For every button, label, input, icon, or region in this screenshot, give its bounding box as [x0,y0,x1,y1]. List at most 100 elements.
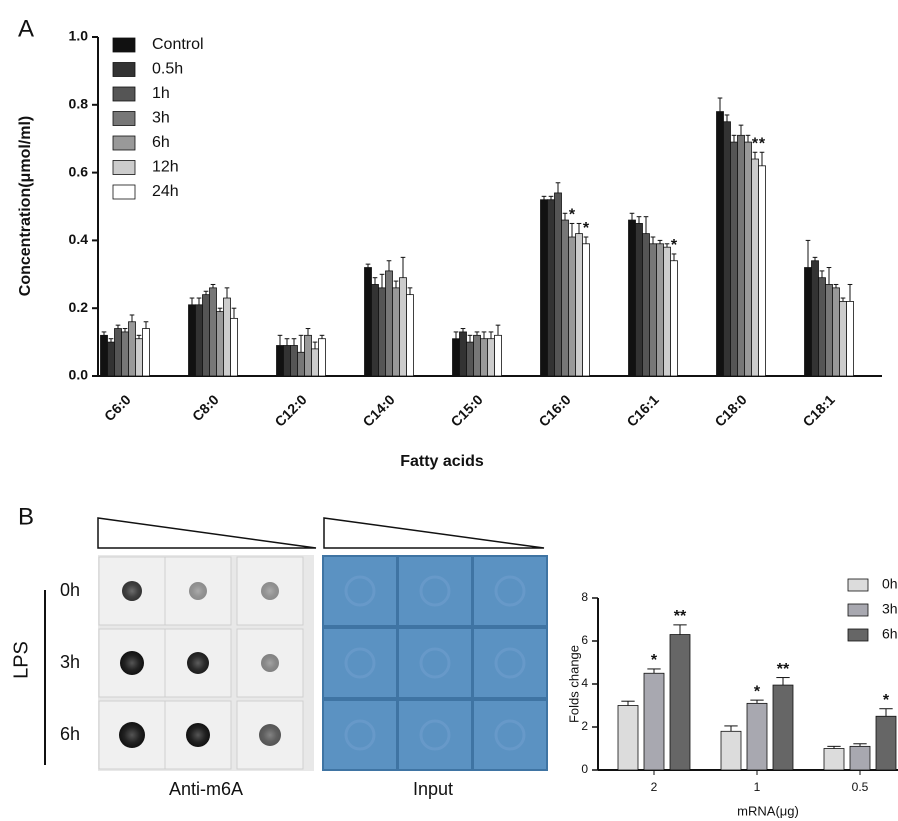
panel-label: A [18,15,34,42]
x-tick-label: C15:0 [447,391,485,429]
significance: * [671,237,678,254]
bar [291,345,298,376]
significance: * [569,207,576,224]
bar [115,329,122,376]
y-tick-label: 4 [581,676,588,690]
y-axis-title: Folds change [566,645,581,723]
bar [129,322,136,376]
y-tick-label: 6 [581,633,588,647]
x-tick-label: 1 [754,780,761,794]
bar [217,312,224,376]
legend-swatch [113,63,135,77]
bar [474,335,481,376]
bar [481,339,488,376]
y-tick-label: 0.6 [69,163,89,179]
bar [277,345,284,376]
y-axis-title: Concentration(μmol/ml) [17,116,34,296]
bar [583,244,590,376]
bar [664,247,671,376]
blot-caption: Input [413,779,453,799]
bar [365,268,372,376]
blot-row-label: 3h [60,652,80,672]
bar [731,142,738,376]
x-tick-label: C12:0 [271,391,309,429]
gradient-triangle [324,518,544,548]
bar [826,284,833,376]
x-tick-label: C8:0 [189,391,222,424]
blot-dot [120,651,144,675]
significance: * [883,692,890,709]
bar [400,278,407,376]
legend-label: 6h [152,134,170,151]
bar [636,223,643,376]
bar [657,244,664,376]
bar [495,335,502,376]
x-tick-label: C18:1 [799,391,837,429]
blot-dot [186,723,210,747]
bar [850,746,870,770]
bar [372,284,379,376]
bar [101,335,108,376]
bar [407,295,414,376]
legend-label: 6h [882,626,898,642]
bar [298,352,305,376]
legend-swatch [848,629,868,641]
bar [379,288,386,376]
x-tick-label: 0.5 [852,780,869,794]
legend-label: 0.5h [152,61,183,78]
x-tick-label: 2 [651,780,658,794]
blot-row-label: 6h [60,724,80,744]
significance: * [759,135,766,152]
bar [745,142,752,376]
y-tick-label: 8 [581,590,588,604]
legend-label: 0h [882,576,898,592]
bar [210,288,217,376]
x-tick-label: C6:0 [101,391,134,424]
bar [562,220,569,376]
bar [576,234,583,376]
significance: * [651,652,658,669]
bar [393,288,400,376]
bar [284,345,291,376]
legend-label: 24h [152,183,179,200]
bar [467,342,474,376]
legend-label: 1h [152,85,170,102]
legend-swatch [848,579,868,591]
y-tick-label: 1.0 [69,28,89,44]
y-tick-label: 0.8 [69,96,89,112]
x-tick-label: C16:0 [535,391,573,429]
legend-label: Control [152,36,204,53]
legend-swatch [113,136,135,150]
bar [569,237,576,376]
bar [670,635,690,770]
y-tick-label: 0.2 [69,299,89,315]
bar [136,339,143,376]
bar [721,731,741,770]
significance: * [754,683,761,700]
bar [122,332,129,376]
legend-swatch [113,112,135,126]
bar [548,200,555,376]
bar [224,298,231,376]
bar [805,268,812,376]
bar [840,301,847,376]
significance: * [583,220,590,237]
bar [773,685,793,770]
significance: * [752,135,759,152]
blot-image [322,555,548,771]
bar [643,234,650,376]
blot-dot [187,652,209,674]
blot-dot [261,582,279,600]
bar [738,135,745,376]
bar [650,244,657,376]
legend-label: 3h [882,601,898,617]
figure: A B LPS Anti-m6A Input 0h3h6h0.00.20.40.… [0,0,898,821]
y-tick-label: 0 [581,762,588,776]
bar [203,295,210,376]
bar [724,122,731,376]
bar [386,271,393,376]
bar [812,261,819,376]
bar [453,339,460,376]
bar [143,329,150,376]
blot-dot [122,581,142,601]
